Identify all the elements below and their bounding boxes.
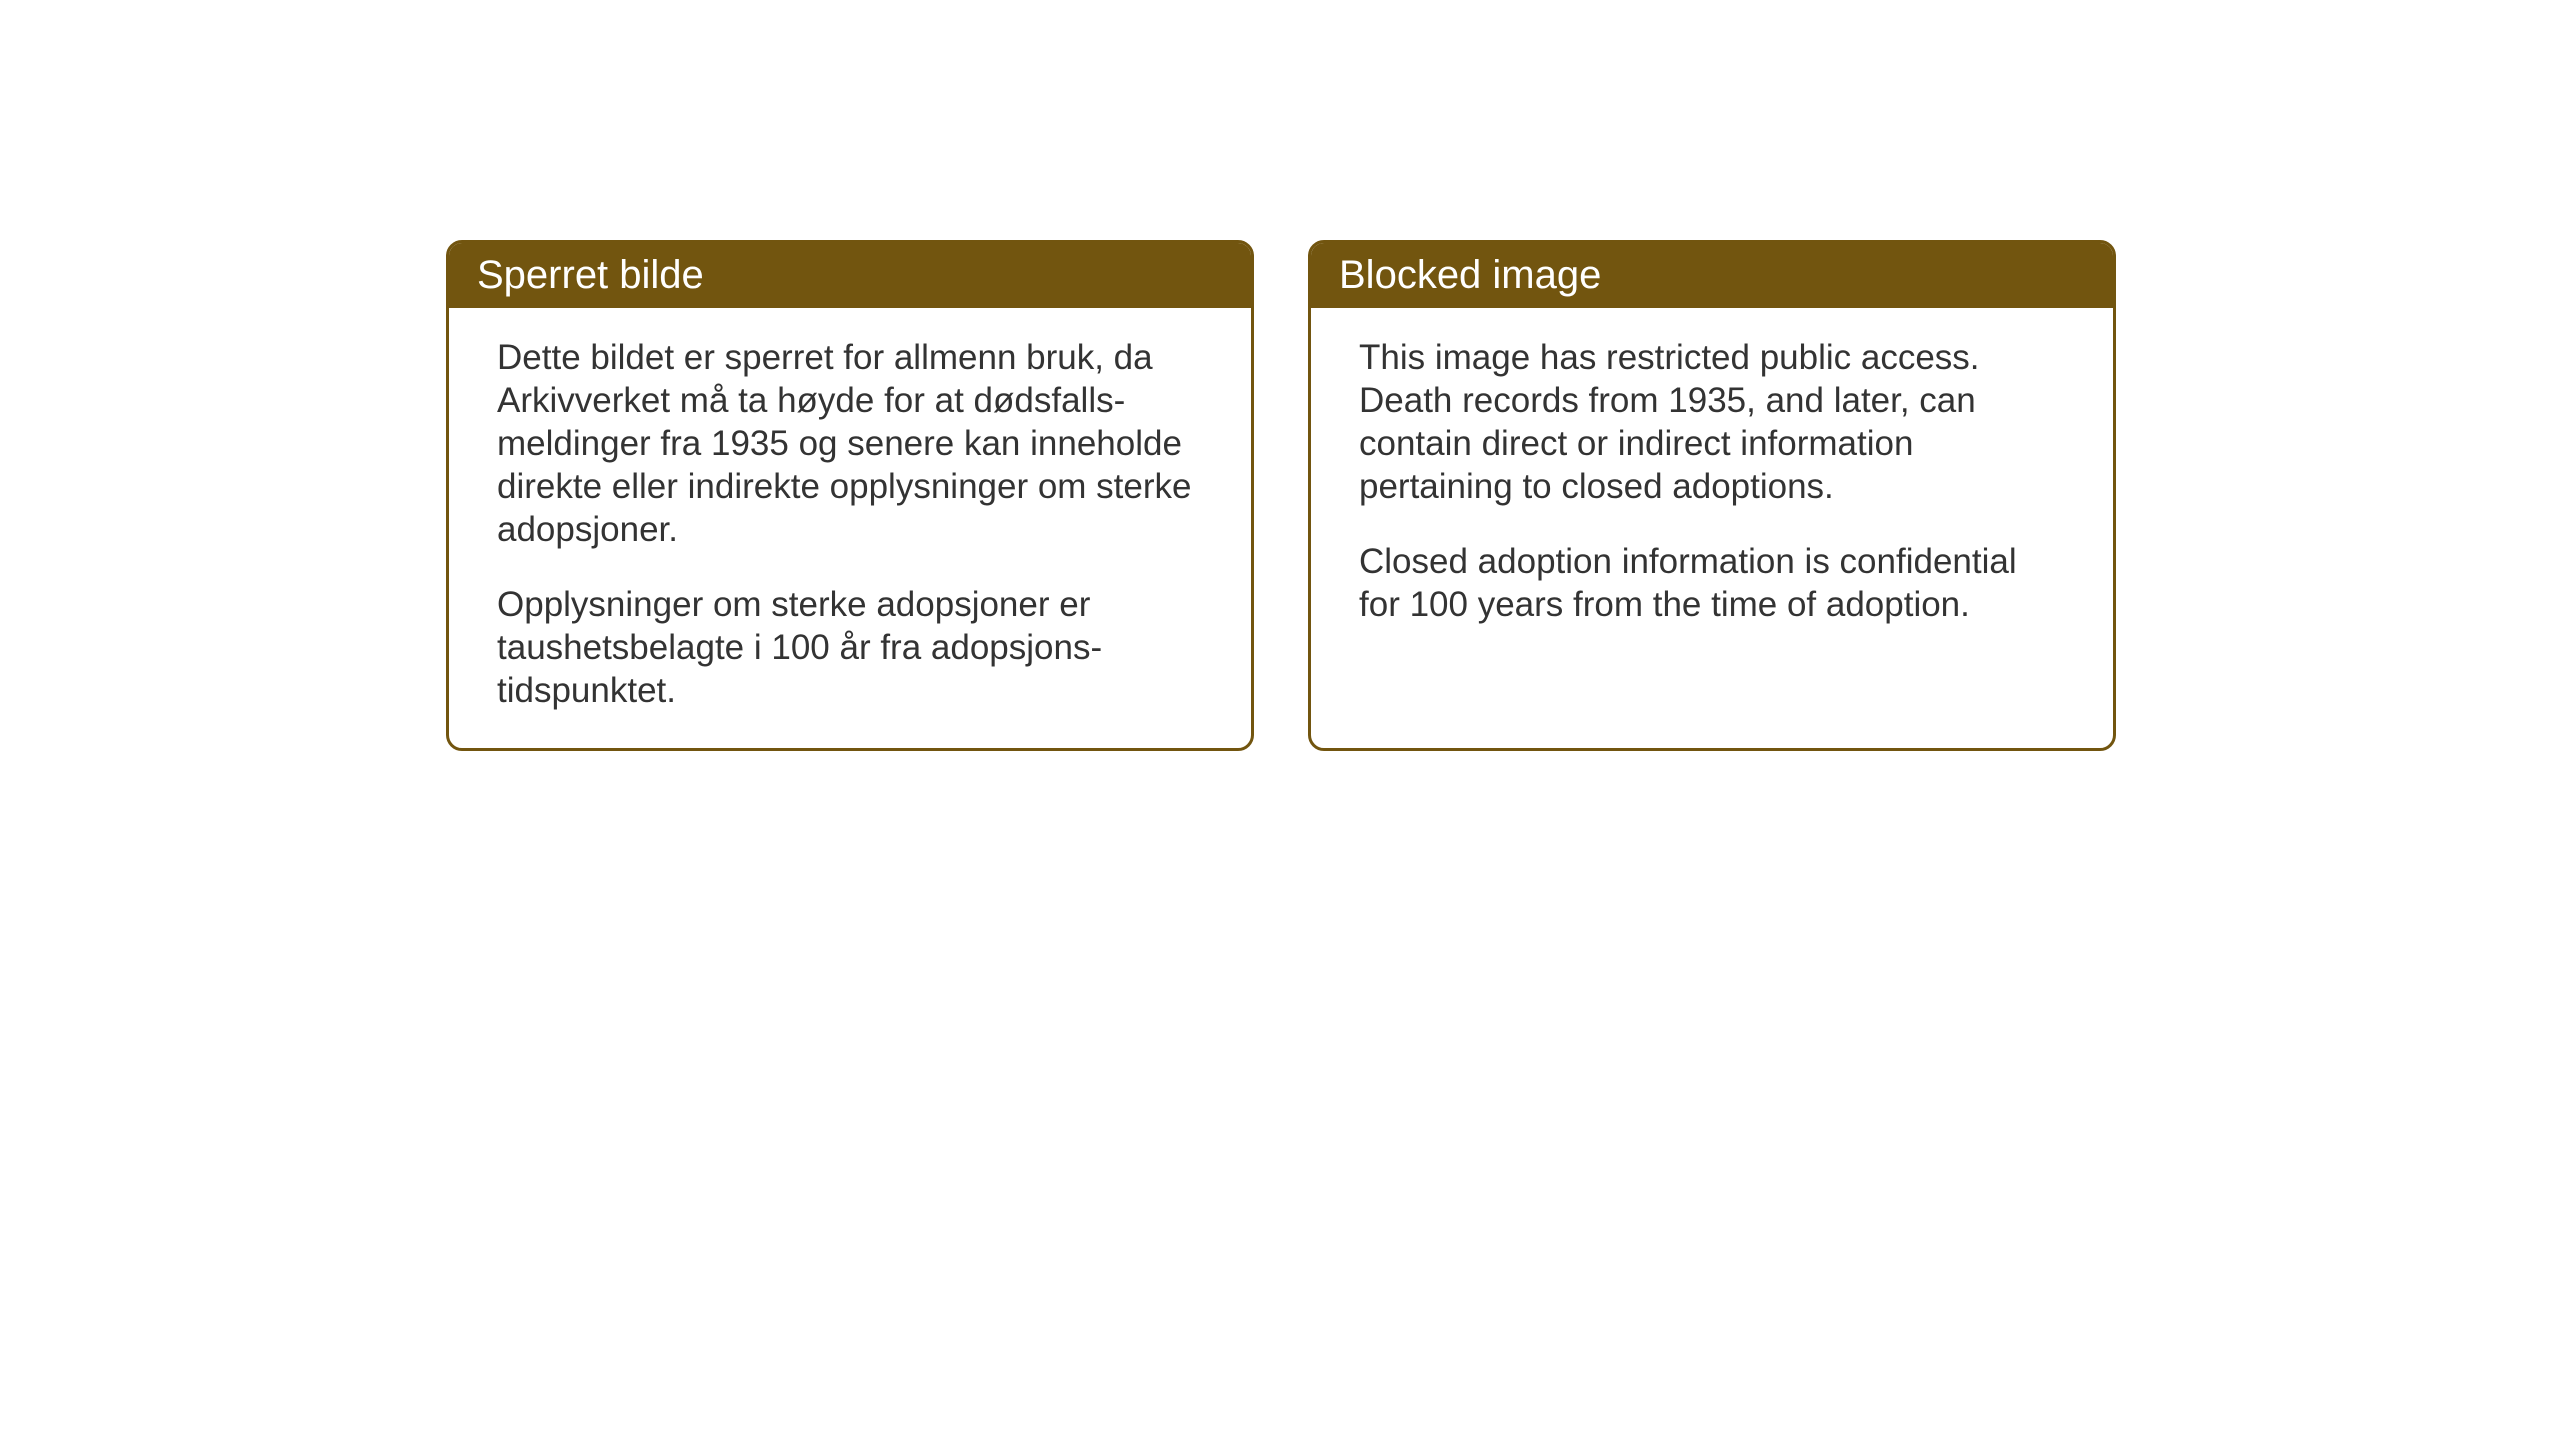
norwegian-card-title: Sperret bilde bbox=[449, 243, 1251, 308]
english-paragraph-2: Closed adoption information is confident… bbox=[1359, 540, 2065, 626]
norwegian-paragraph-2: Opplysninger om sterke adopsjoner er tau… bbox=[497, 583, 1203, 712]
english-card-title: Blocked image bbox=[1311, 243, 2113, 308]
norwegian-paragraph-1: Dette bildet er sperret for allmenn bruk… bbox=[497, 336, 1203, 551]
norwegian-card-body: Dette bildet er sperret for allmenn bruk… bbox=[449, 308, 1251, 748]
english-paragraph-1: This image has restricted public access.… bbox=[1359, 336, 2065, 508]
notice-cards-container: Sperret bilde Dette bildet er sperret fo… bbox=[446, 240, 2116, 751]
norwegian-notice-card: Sperret bilde Dette bildet er sperret fo… bbox=[446, 240, 1254, 751]
english-notice-card: Blocked image This image has restricted … bbox=[1308, 240, 2116, 751]
english-card-body: This image has restricted public access.… bbox=[1311, 308, 2113, 708]
